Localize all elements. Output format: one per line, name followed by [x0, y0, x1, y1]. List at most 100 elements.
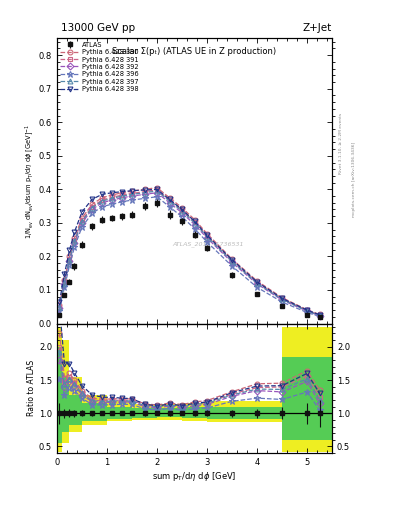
Pythia 6.428 398 [72, 229, 77, 235]
Pythia 6.428 391 [180, 207, 184, 213]
Pythia 6.428 396 [110, 201, 114, 207]
Pythia 6.428 390 [192, 217, 197, 223]
Pythia 6.428 398 [180, 206, 184, 212]
Pythia 6.428 392 [57, 305, 62, 311]
Pythia 6.428 398 [57, 298, 62, 305]
Pythia 6.428 390 [119, 189, 124, 196]
Pythia 6.428 391 [130, 190, 134, 197]
Pythia 6.428 398 [100, 191, 105, 198]
Pythia 6.428 397 [130, 191, 134, 198]
Pythia 6.428 391 [255, 280, 259, 286]
Pythia 6.428 396 [255, 284, 259, 290]
Pythia 6.428 396 [317, 313, 322, 319]
Pythia 6.428 390 [255, 278, 259, 284]
Line: Pythia 6.428 391: Pythia 6.428 391 [57, 187, 322, 317]
Pythia 6.428 397 [230, 259, 234, 265]
Y-axis label: 1/N$_{\rm ev}$ dN$_{\rm ev}$/dsum p$_{\rm T}$/d$\eta$ d$\phi$ [GeV]$^{-1}$: 1/N$_{\rm ev}$ dN$_{\rm ev}$/dsum p$_{\r… [23, 123, 36, 239]
Text: 13000 GeV pp: 13000 GeV pp [61, 23, 135, 33]
Pythia 6.428 390 [90, 201, 94, 207]
Pythia 6.428 397 [255, 280, 259, 286]
Pythia 6.428 390 [62, 277, 67, 283]
Pythia 6.428 391 [205, 233, 209, 239]
Pythia 6.428 391 [72, 237, 77, 243]
Pythia 6.428 398 [90, 196, 94, 202]
Pythia 6.428 392 [167, 200, 172, 206]
Pythia 6.428 397 [110, 196, 114, 202]
Pythia 6.428 396 [67, 263, 72, 269]
Pythia 6.428 392 [80, 220, 84, 226]
Line: Pythia 6.428 396: Pythia 6.428 396 [56, 193, 323, 320]
Pythia 6.428 396 [72, 244, 77, 250]
Pythia 6.428 390 [67, 253, 72, 260]
Pythia 6.428 398 [255, 279, 259, 285]
Pythia 6.428 396 [80, 224, 84, 230]
Pythia 6.428 396 [305, 309, 309, 315]
Pythia 6.428 396 [142, 196, 147, 202]
Pythia 6.428 397 [155, 188, 160, 194]
Pythia 6.428 397 [62, 280, 67, 286]
Text: ATLAS_2019_I1736531: ATLAS_2019_I1736531 [173, 241, 244, 247]
Pythia 6.428 391 [192, 219, 197, 225]
Pythia 6.428 391 [119, 192, 124, 198]
Legend: ATLAS, Pythia 6.428 390, Pythia 6.428 391, Pythia 6.428 392, Pythia 6.428 396, P: ATLAS, Pythia 6.428 390, Pythia 6.428 39… [59, 40, 140, 94]
Pythia 6.428 398 [192, 218, 197, 224]
Pythia 6.428 390 [142, 186, 147, 193]
Pythia 6.428 397 [180, 208, 184, 214]
Pythia 6.428 396 [57, 308, 62, 314]
Pythia 6.428 390 [230, 256, 234, 262]
Pythia 6.428 391 [90, 204, 94, 210]
Line: Pythia 6.428 398: Pythia 6.428 398 [57, 187, 322, 317]
Pythia 6.428 396 [62, 284, 67, 290]
Pythia 6.428 391 [142, 188, 147, 195]
Pythia 6.428 392 [317, 313, 322, 319]
Pythia 6.428 396 [100, 204, 105, 210]
Pythia 6.428 398 [280, 295, 285, 302]
Pythia 6.428 398 [155, 186, 160, 193]
Pythia 6.428 392 [62, 281, 67, 287]
Pythia 6.428 391 [67, 255, 72, 262]
Pythia 6.428 390 [100, 195, 105, 201]
Pythia 6.428 392 [142, 191, 147, 198]
Pythia 6.428 391 [317, 312, 322, 318]
Pythia 6.428 392 [100, 200, 105, 206]
Y-axis label: Ratio to ATLAS: Ratio to ATLAS [27, 360, 36, 416]
Pythia 6.428 391 [305, 307, 309, 313]
X-axis label: sum p$_{\rm T}$/d$\eta$ d$\phi$ [GeV]: sum p$_{\rm T}$/d$\eta$ d$\phi$ [GeV] [152, 470, 237, 483]
Pythia 6.428 392 [255, 281, 259, 287]
Pythia 6.428 391 [100, 197, 105, 203]
Pythia 6.428 397 [57, 304, 62, 310]
Pythia 6.428 392 [180, 210, 184, 216]
Pythia 6.428 398 [205, 232, 209, 239]
Pythia 6.428 396 [130, 197, 134, 203]
Pythia 6.428 398 [142, 187, 147, 193]
Pythia 6.428 392 [155, 189, 160, 196]
Pythia 6.428 390 [57, 302, 62, 308]
Pythia 6.428 392 [305, 308, 309, 314]
Pythia 6.428 391 [80, 217, 84, 223]
Pythia 6.428 392 [192, 222, 197, 228]
Pythia 6.428 392 [130, 193, 134, 199]
Pythia 6.428 398 [230, 257, 234, 263]
Pythia 6.428 392 [67, 259, 72, 265]
Text: mcplots.cern.ch [arXiv:1306.3436]: mcplots.cern.ch [arXiv:1306.3436] [352, 142, 356, 217]
Pythia 6.428 390 [180, 205, 184, 211]
Pythia 6.428 390 [205, 230, 209, 237]
Pythia 6.428 396 [167, 204, 172, 210]
Pythia 6.428 391 [62, 279, 67, 285]
Pythia 6.428 390 [167, 195, 172, 201]
Pythia 6.428 392 [72, 240, 77, 246]
Pythia 6.428 397 [100, 198, 105, 204]
Text: Scalar Σ(pₜ) (ATLAS UE in Z production): Scalar Σ(pₜ) (ATLAS UE in Z production) [112, 47, 277, 56]
Pythia 6.428 398 [67, 247, 72, 253]
Pythia 6.428 397 [90, 205, 94, 211]
Pythia 6.428 390 [305, 307, 309, 313]
Pythia 6.428 390 [110, 192, 114, 198]
Pythia 6.428 390 [280, 294, 285, 301]
Pythia 6.428 391 [167, 197, 172, 203]
Pythia 6.428 392 [205, 235, 209, 241]
Text: Rivet 3.1.10, ≥ 2.2M events: Rivet 3.1.10, ≥ 2.2M events [339, 113, 343, 174]
Pythia 6.428 396 [155, 194, 160, 200]
Line: Pythia 6.428 390: Pythia 6.428 390 [57, 185, 322, 317]
Pythia 6.428 398 [167, 196, 172, 202]
Pythia 6.428 396 [119, 199, 124, 205]
